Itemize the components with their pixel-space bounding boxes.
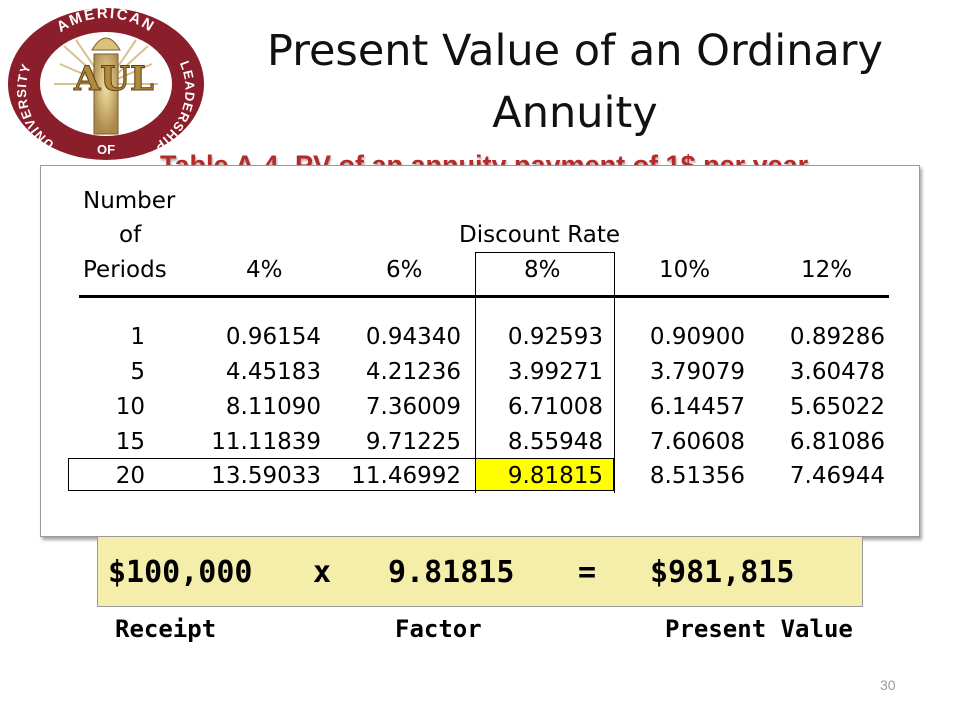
value-cell: 7.46944	[789, 463, 885, 489]
rate-header-6: 6%	[386, 257, 423, 283]
highlighted-factor-background	[475, 459, 613, 490]
rate-header-10: 10%	[659, 257, 711, 283]
rate-header-8: 8%	[524, 257, 561, 283]
value-cell: 3.60478	[789, 359, 885, 385]
value-cell: 0.96154	[225, 324, 321, 350]
university-seal-icon: AUL AMERICAN UNIVERSITY LEADERSHIP OF	[8, 5, 204, 160]
period-cell: 5	[130, 359, 145, 385]
receipt-label: Receipt	[115, 615, 217, 643]
present-value-result: $981,815	[650, 555, 795, 590]
value-cell: 8.11090	[225, 394, 321, 420]
university-logo: AUL AMERICAN UNIVERSITY LEADERSHIP OF	[4, 4, 208, 162]
factor-label: Factor	[395, 615, 482, 643]
slide-title: Present Value of an Ordinary Annuity	[230, 20, 920, 144]
value-cell: 3.79079	[649, 359, 745, 385]
present-value-label: Present Value	[665, 615, 853, 643]
rate-header-12: 12%	[801, 257, 853, 283]
factor-value: 9.81815	[388, 555, 515, 590]
multiply-sign: x	[313, 555, 332, 590]
value-cell: 4.21236	[365, 359, 461, 385]
value-cell: 11.11839	[211, 429, 321, 455]
period-cell: 10	[115, 394, 145, 420]
slide-title-line-2: Annuity	[492, 88, 658, 138]
header-discount-rate: Discount Rate	[459, 222, 621, 248]
value-cell: 6.14457	[649, 394, 745, 420]
header-rule	[79, 295, 889, 298]
eight-percent-column-box	[475, 252, 615, 493]
value-cell: 7.36009	[365, 394, 461, 420]
period-cell: 1	[130, 324, 145, 350]
value-cell: 11.46992	[351, 463, 461, 489]
value-cell: 9.71225	[365, 429, 461, 455]
equals-sign: =	[578, 555, 597, 590]
value-cell: 6.71008	[507, 394, 603, 420]
header-number: Number	[83, 188, 176, 214]
page-number: 30	[880, 677, 896, 693]
annuity-table: Number of Periods Discount Rate 4% 6% 8%…	[41, 166, 919, 536]
highlighted-factor-cell: 9.81815	[507, 463, 603, 489]
value-cell: 6.81086	[789, 429, 885, 455]
value-cell: 8.55948	[507, 429, 603, 455]
period-cell: 15	[115, 429, 145, 455]
receipt-amount: $100,000	[108, 555, 253, 590]
value-cell: 0.89286	[789, 324, 885, 350]
value-cell: 5.65022	[789, 394, 885, 420]
value-cell: 7.60608	[649, 429, 745, 455]
value-cell: 4.45183	[225, 359, 321, 385]
twenty-period-row-box	[68, 458, 614, 491]
value-cell: 0.92593	[507, 324, 603, 350]
annuity-table-frame: Number of Periods Discount Rate 4% 6% 8%…	[40, 165, 920, 537]
value-cell: 3.99271	[507, 359, 603, 385]
header-periods: Periods	[83, 257, 167, 283]
header-of: of	[119, 222, 142, 248]
rate-header-4: 4%	[246, 257, 283, 283]
svg-text:OF: OF	[97, 142, 115, 157]
calculation-bar	[97, 536, 863, 607]
svg-text:AUL: AUL	[73, 59, 154, 99]
value-cell: 0.90900	[649, 324, 745, 350]
value-cell: 13.59033	[211, 463, 321, 489]
value-cell: 8.51356	[649, 463, 745, 489]
period-cell: 20	[115, 463, 145, 489]
value-cell: 0.94340	[365, 324, 461, 350]
slide-title-line-1: Present Value of an Ordinary	[267, 26, 883, 76]
